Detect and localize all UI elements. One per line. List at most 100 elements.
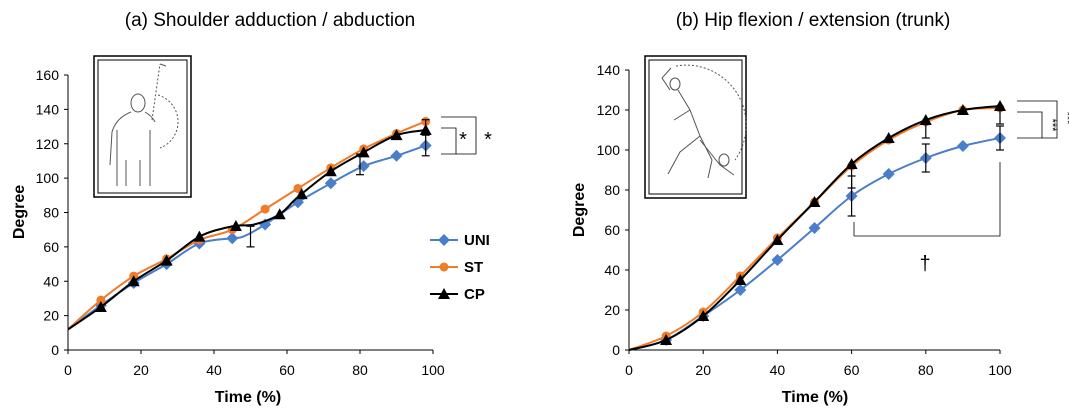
error-bar <box>421 119 430 135</box>
data-point-st <box>260 204 270 214</box>
series-uni <box>67 139 432 331</box>
shoulder-illustration <box>93 55 192 198</box>
x-tick-label: 60 <box>844 362 860 378</box>
x-tick-label: 40 <box>206 362 222 378</box>
legend-item-uni: UNI <box>430 232 490 249</box>
series-line-cp <box>67 129 426 331</box>
data-point-cp <box>697 310 710 321</box>
legend-marker-uni <box>438 234 450 246</box>
panel-b-sig-2: *** <box>1061 112 1069 126</box>
y-tick-label: 0 <box>612 342 620 358</box>
data-point-st <box>293 183 303 193</box>
series-cp <box>67 124 432 331</box>
data-point-uni <box>324 177 337 190</box>
y-tick-label: 40 <box>43 273 59 289</box>
y-tick-label: 140 <box>36 101 60 117</box>
panel-a-sig-brackets <box>441 116 477 155</box>
y-tick-label: 20 <box>43 308 59 324</box>
panel-a-x-label: Time (%) <box>215 389 281 406</box>
legend-marker-cp <box>438 288 450 299</box>
data-point-cp <box>734 274 747 285</box>
error-bar <box>421 134 430 157</box>
data-point-cp <box>845 158 858 169</box>
data-point-uni <box>390 149 403 162</box>
data-point-cp <box>193 230 206 242</box>
legend-item-cp: CP <box>430 286 485 303</box>
y-tick-label: 140 <box>597 62 621 78</box>
data-point-uni <box>771 254 784 266</box>
data-point-cp <box>127 275 140 287</box>
data-point-cp <box>808 196 821 207</box>
data-point-uni <box>808 222 821 234</box>
legend-item-st: ST <box>430 259 483 276</box>
data-point-cp <box>956 104 969 115</box>
data-point-cp <box>390 129 403 141</box>
panel-a-sig-star-1: * <box>459 129 467 151</box>
x-tick-label: 80 <box>352 362 368 378</box>
data-point-cp <box>160 254 173 266</box>
x-tick-label: 0 <box>64 362 72 378</box>
series-line-uni <box>628 137 1001 351</box>
panel-a-title: (a) Shoulder adduction / abduction <box>125 10 415 31</box>
series-st <box>67 116 431 331</box>
panel-b-dagger: † <box>919 253 930 275</box>
x-tick-label: 60 <box>279 362 295 378</box>
error-bar <box>356 153 364 176</box>
x-tick-label: 100 <box>988 362 1012 378</box>
panel-b: (b) Hip flexion / extension (trunk) 0 20 4… <box>571 10 1069 406</box>
y-tick-label: 120 <box>597 102 621 118</box>
y-tick-label: 80 <box>43 205 59 221</box>
y-tick-label: 20 <box>604 302 620 318</box>
panel-a: (a) Shoulder adduction / abduction 0 20 <box>11 10 492 406</box>
data-point-cp <box>94 301 107 313</box>
panel-b-sig-1: *** <box>1046 119 1058 133</box>
y-tick-label: 120 <box>36 136 60 152</box>
legend-label-uni: UNI <box>464 232 490 249</box>
error-bar <box>246 225 255 248</box>
y-tick-label: 40 <box>604 262 620 278</box>
data-point-cp <box>324 165 337 177</box>
data-point-cp <box>273 208 286 220</box>
data-point-uni <box>734 284 747 296</box>
error-bar <box>921 143 930 173</box>
panel-b-y-label: Degree <box>571 183 588 237</box>
panel-b-x-label: Time (%) <box>782 389 848 406</box>
x-tick-label: 80 <box>918 362 934 378</box>
data-point-cp <box>229 219 242 231</box>
data-point-uni <box>226 232 239 245</box>
error-bar <box>996 125 1004 151</box>
panel-b-sig-brackets <box>853 100 1058 237</box>
panel-a-y-label: Degree <box>11 185 28 239</box>
x-tick-label: 20 <box>133 362 149 378</box>
series-line-uni <box>67 144 427 331</box>
x-tick-label: 20 <box>695 362 711 378</box>
y-tick-label: 60 <box>604 222 620 238</box>
series-uni <box>628 132 1006 351</box>
legend: UNI ST CP <box>430 232 490 303</box>
legend-label-st: ST <box>464 259 483 276</box>
y-tick-label: 100 <box>36 170 60 186</box>
error-bar <box>996 107 1004 125</box>
hip-illustration <box>644 55 747 199</box>
data-point-cp <box>295 188 308 200</box>
y-tick-label: 160 <box>36 67 60 83</box>
panel-b-title: (b) Hip flexion / extension (trunk) <box>676 10 951 31</box>
data-point-uni <box>357 160 370 173</box>
data-point-uni <box>956 140 969 152</box>
legend-marker-st <box>439 262 449 272</box>
panel-a-sig-star-2: * <box>484 129 492 151</box>
data-point-st <box>96 295 106 305</box>
legend-label-cp: CP <box>464 286 485 303</box>
x-tick-label: 40 <box>770 362 786 378</box>
data-point-uni <box>882 168 895 180</box>
error-bar <box>921 121 930 139</box>
y-tick-label: 100 <box>597 142 621 158</box>
x-tick-label: 0 <box>625 362 633 378</box>
y-tick-label: 0 <box>51 342 59 358</box>
data-point-cp <box>882 132 895 143</box>
x-tick-label: 100 <box>421 362 445 378</box>
y-tick-label: 60 <box>43 239 59 255</box>
data-point-cp <box>660 334 673 345</box>
